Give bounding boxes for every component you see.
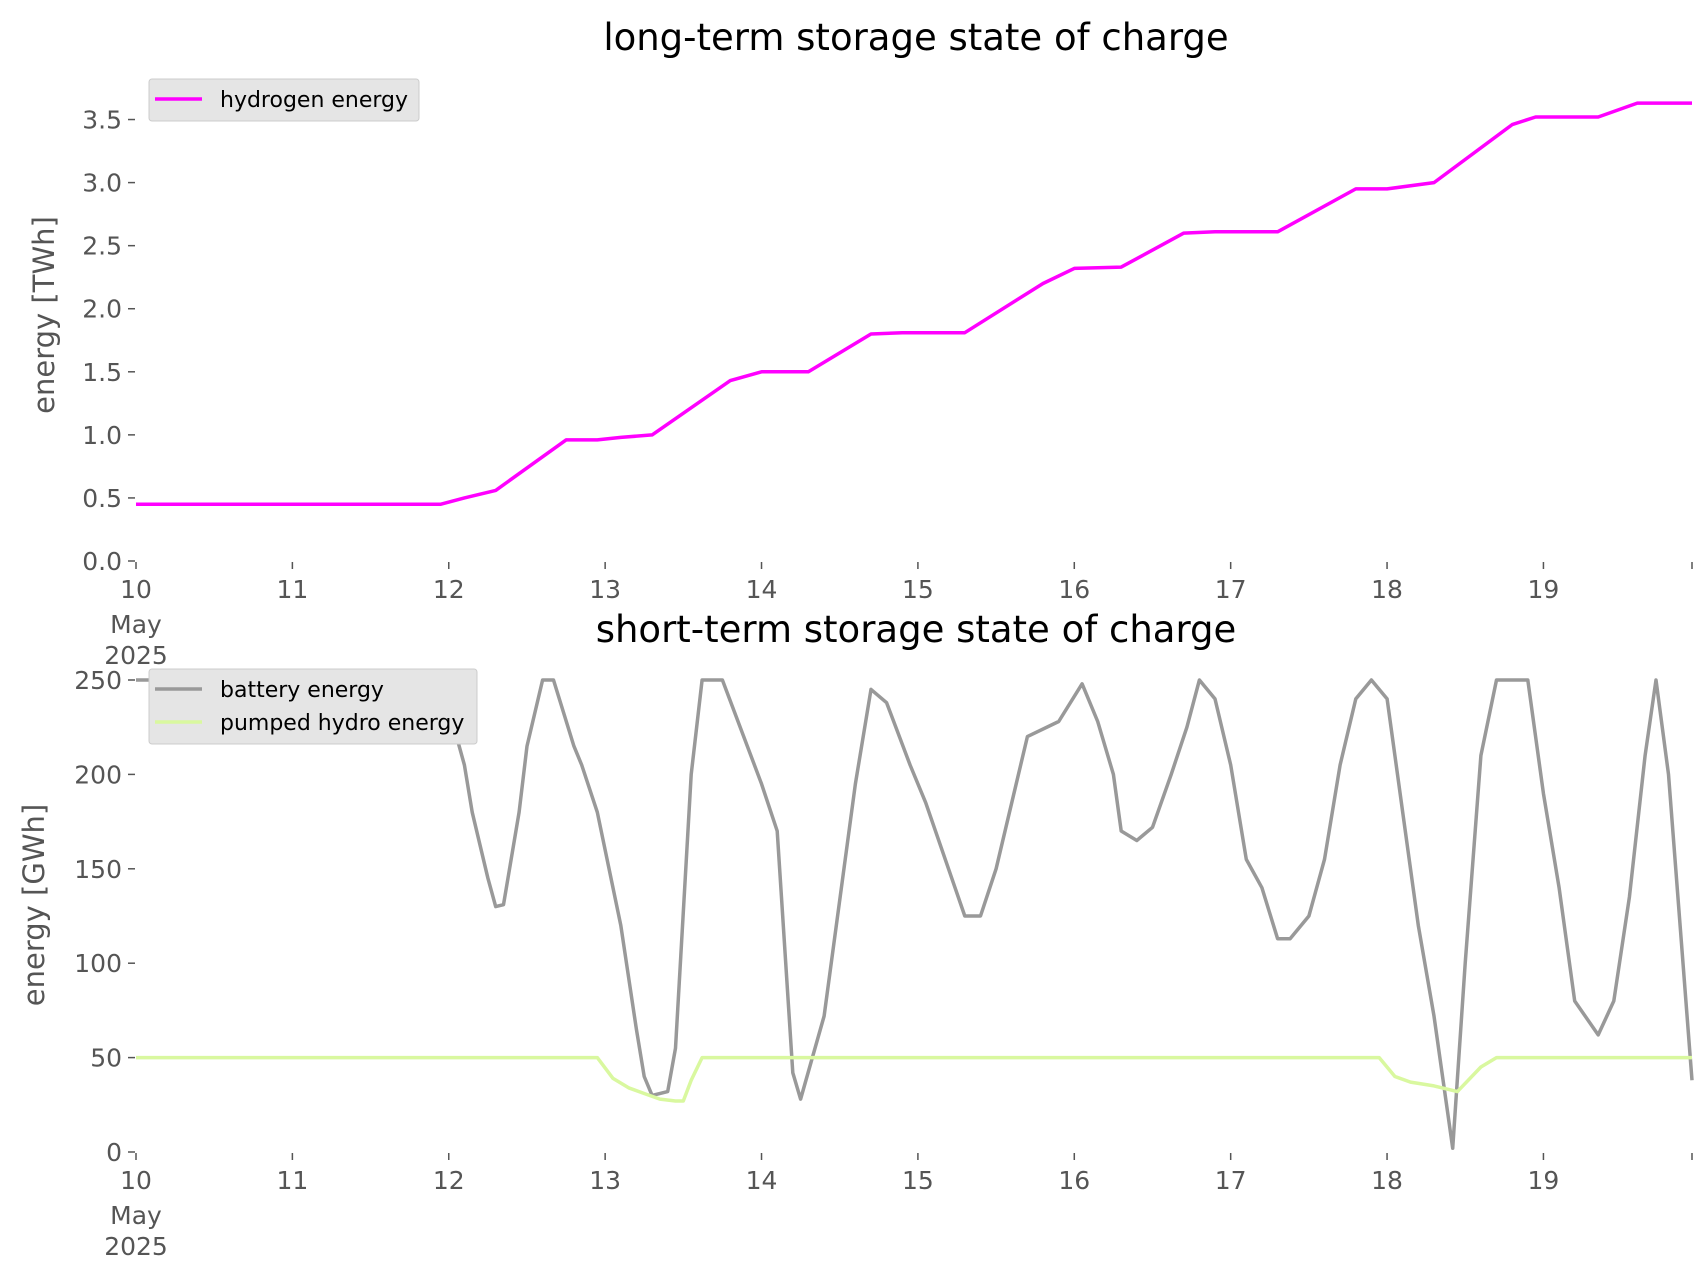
y-tick-label: 50 <box>90 1044 122 1073</box>
legend-box <box>148 668 478 745</box>
x-tick-label: 12 <box>433 575 465 604</box>
y-tick-label: 0.5 <box>82 484 122 513</box>
short-term-chart-y-axis-label: energy [GWh] <box>17 804 51 1006</box>
series-line-battery-energy <box>136 678 1694 1150</box>
y-tick-label: 250 <box>74 666 122 695</box>
short-term-chart-series <box>136 678 1694 1150</box>
legend-entry-label: hydrogen energy <box>220 88 408 113</box>
y-tick-label: 3.0 <box>82 169 122 198</box>
x-tick-label: 14 <box>746 1166 778 1195</box>
short-term-chart-legend: battery energy pumped hydro energy <box>148 668 478 745</box>
short-term-chart-title: short-term storage state of charge <box>596 608 1237 651</box>
long-term-chart-y-axis-label: energy [TWh] <box>27 216 61 414</box>
legend-entry-label: pumped hydro energy <box>220 711 464 736</box>
long-term-chart-series <box>136 101 1692 506</box>
x-tick-label: 12 <box>433 1166 465 1195</box>
y-tick-label: 0.0 <box>82 547 122 576</box>
y-tick-label: 0 <box>106 1138 122 1167</box>
y-tick-label: 200 <box>74 760 122 789</box>
x-tick-label: 15 <box>902 1166 934 1195</box>
x-tick-sublabel: May <box>110 610 162 639</box>
x-tick-label: 16 <box>1058 575 1090 604</box>
legend-box <box>148 78 420 122</box>
x-tick-label: 13 <box>589 575 621 604</box>
x-tick-label: 15 <box>902 575 934 604</box>
x-tick-label: 16 <box>1058 1166 1090 1195</box>
x-tick-label: 18 <box>1371 575 1403 604</box>
x-tick-label: 10 <box>120 1166 152 1195</box>
x-tick-sublabel: 2025 <box>104 1232 168 1261</box>
x-tick-label: 10 <box>120 575 152 604</box>
series-line-hydrogen-energy <box>136 101 1692 506</box>
y-tick-label: 2.5 <box>82 232 122 261</box>
short-term-chart-axes: 0 50 100 150 200 250 10 11 12 13 14 15 16 17 18 19 May20… <box>74 666 1693 1261</box>
y-tick-label: 150 <box>74 855 122 884</box>
long-term-chart: long-term storage state of charge energy… <box>27 16 1693 670</box>
series-line-pumped-hydro-energy <box>136 1055 1692 1103</box>
x-tick-label: 11 <box>276 575 308 604</box>
x-tick-sublabel: 2025 <box>104 641 168 670</box>
x-tick-label: 14 <box>746 575 778 604</box>
short-term-chart: short-term storage state of charge energ… <box>17 608 1694 1261</box>
long-term-chart-axes: 0.0 0.5 1.0 1.5 2.0 2.5 3.0 3.5 10 11 12 13 14 15 16 17… <box>82 106 1693 670</box>
x-tick-label: 17 <box>1215 575 1247 604</box>
long-term-chart-title: long-term storage state of charge <box>603 16 1228 59</box>
y-tick-label: 3.5 <box>82 106 122 135</box>
x-tick-label: 19 <box>1528 575 1560 604</box>
x-tick-label: 11 <box>276 1166 308 1195</box>
x-tick-label: 17 <box>1215 1166 1247 1195</box>
long-term-chart-legend: hydrogen energy <box>148 78 420 122</box>
legend-entry-label: battery energy <box>220 678 384 703</box>
x-tick-label: 19 <box>1528 1166 1560 1195</box>
x-tick-label: 13 <box>589 1166 621 1195</box>
x-tick-sublabel: May <box>110 1201 162 1230</box>
y-tick-label: 100 <box>74 949 122 978</box>
y-tick-label: 2.0 <box>82 295 122 324</box>
y-tick-label: 1.5 <box>82 358 122 387</box>
x-tick-label: 18 <box>1371 1166 1403 1195</box>
y-tick-label: 1.0 <box>82 421 122 450</box>
